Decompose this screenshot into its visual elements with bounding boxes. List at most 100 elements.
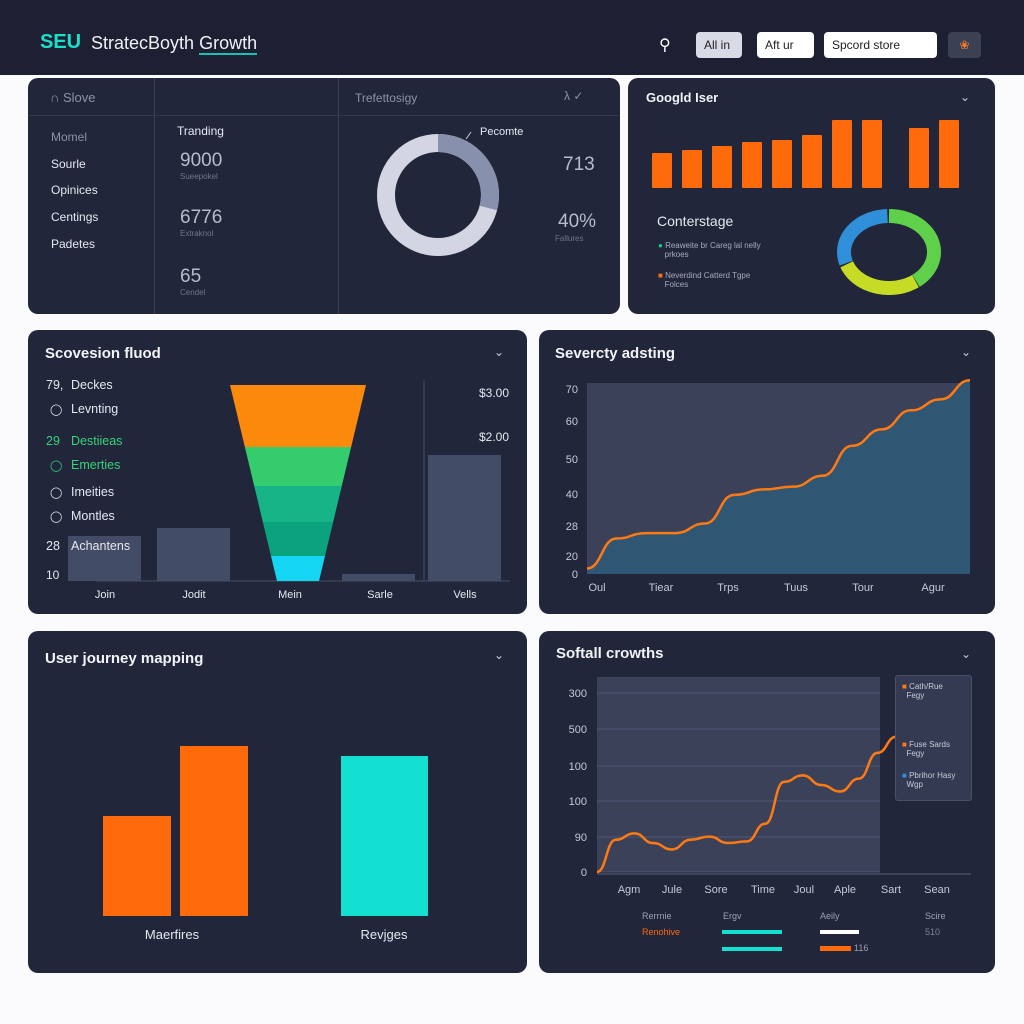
nav-item[interactable]: Momel <box>51 130 88 144</box>
bar <box>682 150 702 188</box>
table-header: Ergv <box>723 911 742 921</box>
x-tick-label: Agur <box>921 582 945 594</box>
bar <box>742 142 762 188</box>
x-tick-label: Sean <box>924 884 950 896</box>
y-tick-label: 0 <box>572 569 578 581</box>
chevron-down-icon[interactable]: ⌄ <box>961 345 972 359</box>
list-item[interactable]: ◯ Emerties <box>46 458 120 472</box>
search-icon[interactable]: ⚲ <box>659 37 671 54</box>
bar <box>342 574 415 581</box>
category-label: Vells <box>453 589 477 601</box>
item-label: Imeities <box>71 485 115 499</box>
google-charts <box>652 120 959 295</box>
item-number: 28 <box>46 539 60 553</box>
funnel-stage <box>254 486 342 522</box>
y-tick-label: 60 <box>566 416 578 428</box>
item-label: Deckes <box>71 378 113 392</box>
chevron-down-icon[interactable]: ⌄ <box>961 647 972 661</box>
expand-icon[interactable]: λ ✓ <box>564 89 584 103</box>
donut-label: Pecomte <box>480 126 524 138</box>
nav-item[interactable]: Sourle <box>51 156 86 171</box>
aft-button[interactable]: Aft ur <box>757 32 814 58</box>
panel-title: Googld Iser <box>646 90 719 105</box>
donut-segment <box>837 209 888 266</box>
overview-panel: ∩ Slove Momel Sourle Opinices Centings P… <box>28 78 620 314</box>
chevron-down-icon[interactable]: ⌄ <box>960 90 971 104</box>
y-tick-label: 500 <box>569 724 587 736</box>
search-input[interactable]: Spcord store <box>824 32 937 58</box>
x-tick-label: Trps <box>717 582 739 594</box>
panel-title: Softall crowths <box>556 645 664 662</box>
rocket-icon[interactable]: ❀ <box>948 32 981 58</box>
y-tick-label: 100 <box>569 761 587 773</box>
category-label: Jodit <box>182 589 206 601</box>
list-item[interactable]: 29 Destiieas <box>46 434 122 448</box>
donut-slice <box>377 134 499 256</box>
y-tick-label: 40 <box>566 489 578 501</box>
table-header: Aeily <box>820 911 840 921</box>
bar <box>832 120 852 188</box>
category-label: Maerfires <box>144 927 200 942</box>
progress-bar <box>722 947 782 951</box>
y-tick-label: 100 <box>569 796 587 808</box>
y-tick-label: 28 <box>566 521 578 533</box>
bar <box>68 536 141 581</box>
bar <box>341 756 428 916</box>
small-value: 116 <box>854 943 869 953</box>
all-in-button[interactable]: All in <box>696 32 742 58</box>
funnel-stage <box>244 447 352 486</box>
category-label: Revjges <box>360 927 408 942</box>
list-item[interactable]: ◯ Montles <box>46 509 115 523</box>
chevron-down-icon[interactable]: ⌄ <box>494 345 505 359</box>
panel-title: Scovesion fluod <box>45 345 161 362</box>
funnel-panel: Scovesion fluod ⌄ 79, Deckes ◯ Levnting 29 De… <box>28 330 527 614</box>
list-icon: ◯ <box>50 511 63 523</box>
donut-callout <box>465 131 472 140</box>
bar <box>180 746 248 916</box>
journey-panel: User journey mapping ⌄ Maerfires Revjges <box>28 631 527 973</box>
bar <box>909 128 929 188</box>
category-label: Mein <box>278 589 302 601</box>
x-tick-label: Joul <box>794 884 814 896</box>
progress-bar <box>722 930 782 934</box>
nav-item[interactable]: Centings <box>51 210 99 225</box>
nav-item[interactable]: Padetes <box>51 236 96 251</box>
bar <box>157 528 230 581</box>
growth-chart: 300 500 100 100 90 0 Agm Jule Sore Time Joul Aple Sa… <box>569 677 972 896</box>
google-panel: Googld Iser ⌄ Conterstage ● Reaweite br … <box>628 78 995 314</box>
y-tick-label: 70 <box>566 384 578 396</box>
timer-icon: ◯ <box>50 460 63 472</box>
overview-donut <box>377 131 499 256</box>
bar <box>772 140 792 188</box>
progress-bar <box>820 930 859 934</box>
donut-title: Trefettosigy <box>355 91 418 105</box>
list-item[interactable]: 28 Achantens <box>46 539 130 553</box>
x-tick-label: Tuus <box>784 582 809 594</box>
y-tick-label: 300 <box>569 688 587 700</box>
metric-2-label: Fallures <box>555 234 584 243</box>
list-item[interactable]: 79, Deckes <box>46 378 113 392</box>
cube-icon: ◯ <box>50 487 63 499</box>
item-label: Achantens <box>71 539 131 553</box>
nav-title: ∩ Slove <box>50 90 96 105</box>
item-number: 79, <box>46 378 64 392</box>
x-tick-label: Sart <box>881 884 901 896</box>
stat-2: 6776 Extraknol <box>180 207 223 238</box>
y-tick-label: 50 <box>566 454 578 466</box>
panel-title: Severcty adsting <box>555 345 676 362</box>
legend-item: ■ Fuse Sards Fegy <box>902 740 950 758</box>
chart-legend: ■ Cath/Rue Fegy ■ Fuse Sards Fegy ■ Pbri… <box>895 675 972 801</box>
legend-item: ■ Pbrihor Hasy Wgp <box>902 771 956 789</box>
y-tick: 10 <box>46 568 60 582</box>
nav-item[interactable]: Opinices <box>51 183 98 198</box>
legend-item: ■ Neverdind Catterd Tgpe Folces <box>658 271 751 289</box>
list-item[interactable]: ◯ Levnting <box>46 402 118 416</box>
chevron-down-icon[interactable]: ⌄ <box>494 648 505 662</box>
bar <box>652 153 672 188</box>
legend-title: Conterstage <box>657 213 734 229</box>
funnel-stage <box>271 556 325 581</box>
x-tick-label: Time <box>751 884 775 896</box>
item-label: Emerties <box>71 458 121 472</box>
list-item[interactable]: ◯ Imeities <box>46 485 114 499</box>
y-tick-label: 0 <box>581 867 587 879</box>
